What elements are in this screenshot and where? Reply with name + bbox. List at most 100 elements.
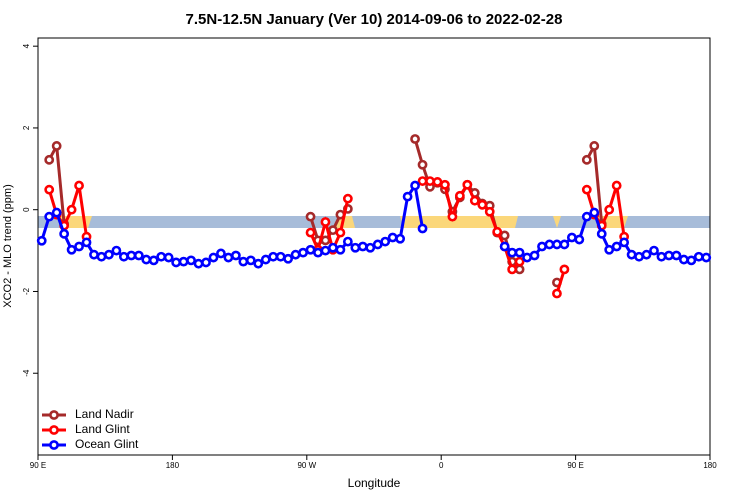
point bbox=[529, 250, 540, 261]
point bbox=[544, 239, 555, 250]
point bbox=[268, 251, 279, 262]
point bbox=[469, 195, 480, 206]
legend-marker bbox=[49, 410, 59, 420]
y-tick-label: 4 bbox=[22, 43, 31, 48]
point bbox=[492, 226, 503, 237]
point bbox=[201, 257, 211, 268]
point bbox=[425, 176, 435, 186]
point bbox=[74, 180, 84, 191]
point bbox=[701, 252, 712, 263]
point bbox=[96, 251, 107, 262]
point bbox=[44, 184, 55, 195]
y-tick-label: -4 bbox=[22, 369, 31, 377]
point bbox=[365, 242, 376, 253]
point bbox=[514, 247, 525, 258]
point bbox=[552, 239, 562, 250]
point bbox=[596, 228, 607, 239]
point bbox=[51, 141, 62, 151]
point bbox=[484, 206, 495, 217]
point bbox=[44, 211, 55, 222]
point bbox=[417, 176, 428, 186]
point bbox=[66, 204, 77, 215]
point bbox=[693, 251, 704, 262]
x-tick-label: 0 bbox=[439, 461, 444, 470]
y-axis-label: XCO2 - MLO trend (ppm) bbox=[2, 184, 14, 307]
point bbox=[507, 247, 518, 258]
point bbox=[342, 193, 353, 204]
point bbox=[604, 204, 615, 215]
x-tick-label: 90 E bbox=[30, 461, 46, 470]
point bbox=[656, 251, 667, 262]
point bbox=[417, 159, 428, 170]
point bbox=[216, 248, 226, 259]
legend-marker bbox=[49, 425, 59, 435]
point bbox=[611, 241, 622, 252]
point bbox=[686, 255, 697, 266]
point bbox=[148, 255, 159, 266]
point bbox=[410, 134, 420, 144]
point bbox=[298, 247, 308, 258]
y-tick-label: 0 bbox=[22, 207, 31, 212]
point bbox=[417, 223, 428, 234]
point bbox=[238, 256, 249, 267]
point bbox=[141, 254, 152, 265]
point bbox=[118, 251, 129, 262]
y-tick-label: -2 bbox=[22, 287, 31, 295]
point bbox=[350, 242, 361, 253]
point bbox=[589, 141, 600, 151]
x-axis-label: Longitude bbox=[348, 476, 401, 490]
point bbox=[186, 255, 196, 266]
point bbox=[36, 235, 47, 246]
point bbox=[320, 217, 331, 227]
point bbox=[223, 252, 234, 263]
point bbox=[678, 254, 689, 265]
point bbox=[581, 184, 592, 195]
point bbox=[126, 250, 137, 261]
point bbox=[537, 241, 547, 252]
point bbox=[619, 237, 630, 248]
point bbox=[499, 230, 510, 241]
x-tick-label: 90 E bbox=[567, 461, 583, 470]
plot-frame bbox=[37, 37, 711, 456]
point bbox=[342, 236, 353, 247]
point bbox=[514, 256, 525, 267]
legend-marker bbox=[49, 440, 59, 450]
point bbox=[522, 252, 532, 263]
point bbox=[59, 228, 70, 239]
series-line bbox=[47, 179, 626, 294]
point bbox=[552, 288, 562, 299]
point bbox=[275, 251, 286, 262]
point bbox=[283, 253, 294, 264]
point bbox=[447, 211, 458, 222]
point bbox=[104, 249, 114, 260]
point bbox=[357, 241, 368, 252]
point bbox=[208, 252, 219, 263]
point bbox=[574, 234, 585, 245]
point bbox=[581, 154, 592, 165]
point bbox=[566, 232, 577, 243]
point bbox=[611, 180, 622, 191]
point bbox=[454, 190, 465, 201]
point bbox=[305, 244, 316, 255]
point bbox=[81, 237, 92, 248]
x-tick-label: 90 W bbox=[297, 461, 316, 470]
point bbox=[133, 250, 144, 261]
point bbox=[372, 239, 383, 250]
point bbox=[193, 258, 204, 269]
point bbox=[66, 244, 77, 255]
point bbox=[313, 247, 323, 258]
point bbox=[604, 244, 615, 255]
point bbox=[395, 233, 406, 244]
point bbox=[440, 179, 450, 190]
point bbox=[499, 241, 510, 252]
point bbox=[230, 250, 241, 261]
point bbox=[328, 242, 338, 253]
point bbox=[410, 180, 420, 191]
point bbox=[260, 254, 271, 265]
point bbox=[581, 211, 592, 222]
point bbox=[328, 225, 338, 236]
point bbox=[589, 207, 600, 218]
point bbox=[462, 179, 473, 190]
